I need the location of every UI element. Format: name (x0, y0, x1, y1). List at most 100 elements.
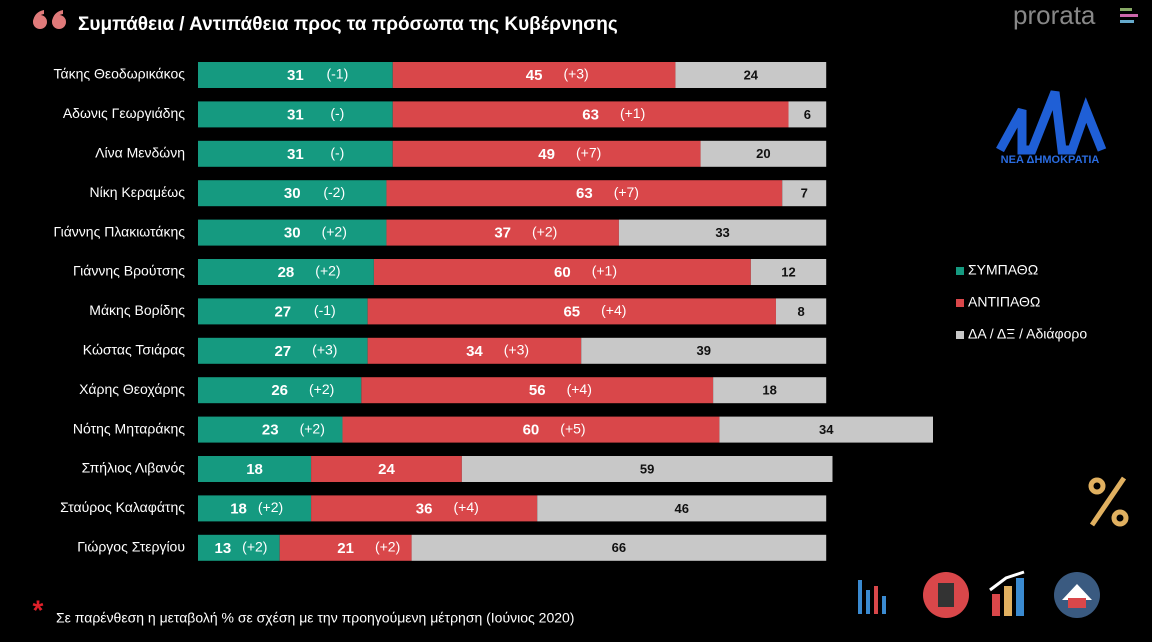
bar-segment (750, 259, 827, 285)
change-label: (+3) (563, 66, 588, 82)
legend-swatch (956, 331, 964, 339)
party-logo (996, 90, 1107, 155)
value-label: 18 (762, 383, 776, 398)
change-label: (-1) (314, 302, 336, 318)
bar-segment (198, 180, 387, 207)
bar-segment (198, 298, 368, 325)
value-label: 6 (804, 107, 811, 122)
bar-segment (788, 101, 827, 128)
bar-segment (411, 534, 827, 561)
value-label: 18 (230, 500, 247, 517)
percent-icon (1088, 476, 1129, 527)
value-label: 30 (284, 225, 301, 242)
chart-title: Συμπάθεια / Αντιπάθεια προς τα πρόσωπα τ… (78, 14, 618, 35)
quote-icon (33, 10, 66, 29)
brand: prorata (1013, 0, 1096, 30)
value-label: 21 (337, 540, 354, 557)
value-label: 24 (378, 461, 395, 478)
legend-label: ΣΥΜΠΑΘΩ (968, 262, 1038, 278)
category-label: Νότης Μηταράκης (73, 420, 185, 436)
bar-segment (618, 219, 827, 246)
value-label: 23 (262, 422, 279, 439)
category-label: Νίκη Κεραμέως (89, 184, 185, 200)
bar-segment (198, 456, 312, 482)
value-label: 8 (797, 304, 804, 319)
category-label: Γιάννης Βρούτσης (73, 263, 185, 279)
bar-segment (198, 495, 312, 522)
value-label: 56 (529, 382, 546, 399)
bar-segment (581, 337, 827, 364)
value-label: 49 (538, 146, 555, 163)
change-label: (+2) (322, 223, 347, 239)
bar-segment (198, 416, 343, 443)
value-label: 34 (466, 343, 483, 360)
category-label: Τάκης Θεοδωρικάκος (53, 66, 185, 82)
value-label: 60 (554, 264, 571, 281)
category-label: Κώστας Τσιάρας (83, 342, 185, 358)
change-label: (+2) (375, 539, 400, 555)
change-label: (-2) (323, 184, 345, 200)
value-label: 37 (494, 225, 511, 242)
bar-segment (198, 337, 368, 364)
value-label: 26 (271, 382, 288, 399)
change-label: (+3) (504, 342, 529, 358)
value-label: 63 (582, 106, 599, 123)
change-label: (-) (330, 105, 344, 121)
legend-swatch (956, 299, 964, 307)
bar-segment (198, 377, 362, 404)
change-label: (+1) (592, 263, 617, 279)
legend-label: ΔΑ / ΔΞ / Αδιάφορο (968, 326, 1087, 342)
bar-segment (198, 219, 387, 246)
value-label: 65 (563, 303, 580, 320)
change-label: (+3) (312, 342, 337, 358)
bar-segment (675, 62, 827, 88)
bar-segment (782, 180, 827, 207)
change-label: (+7) (614, 184, 639, 200)
legend-label: ΑΝΤΙΠΑΘΩ (968, 294, 1040, 310)
bar-segment (198, 101, 393, 128)
bar-segment (279, 534, 412, 561)
bar-segment (367, 337, 582, 364)
change-label: (-1) (326, 66, 348, 82)
bar-segment (461, 456, 833, 482)
footer-icons (858, 570, 1100, 618)
bar-segment (198, 62, 393, 88)
bar-segment (342, 416, 720, 443)
category-label: Γιάννης Πλακιωτάκης (53, 223, 185, 239)
bar-segment (537, 495, 827, 522)
bar-segment (392, 62, 676, 88)
change-label: (+2) (258, 499, 283, 515)
bar-segment (361, 377, 714, 404)
value-label: 28 (278, 264, 295, 281)
value-label: 13 (214, 540, 231, 557)
change-label: (+4) (567, 381, 592, 397)
category-label: Σταύρος Καλαφάτης (60, 499, 185, 515)
value-label: 63 (576, 185, 593, 202)
change-label: (+2) (315, 263, 340, 279)
value-label: 27 (274, 303, 291, 320)
change-label: (+2) (532, 223, 557, 239)
category-label: Χάρης Θεοχάρης (79, 381, 185, 397)
bar-segment (367, 298, 776, 325)
value-label: 31 (287, 106, 304, 123)
bar-segment (311, 495, 538, 522)
value-label: 12 (781, 264, 795, 279)
value-label: 31 (287, 146, 304, 163)
change-label: (+2) (309, 381, 334, 397)
value-label: 33 (715, 225, 729, 240)
category-label: Αδωνις Γεωργιάδης (63, 105, 185, 121)
value-label: 7 (801, 186, 808, 201)
footnote-asterisk: * (33, 594, 44, 625)
change-label: (+7) (576, 145, 601, 161)
legend-swatch (956, 267, 964, 275)
footnote: Σε παρένθεση η μεταβολή % σε σχέση με τη… (56, 610, 574, 626)
change-label: (-) (330, 145, 344, 161)
value-label: 30 (284, 185, 301, 202)
value-label: 46 (674, 501, 688, 516)
change-label: (+4) (601, 302, 626, 318)
bar-segment (386, 180, 783, 207)
bar-segment (198, 259, 374, 285)
bar-segment (713, 377, 827, 404)
change-label: (+2) (242, 539, 267, 555)
